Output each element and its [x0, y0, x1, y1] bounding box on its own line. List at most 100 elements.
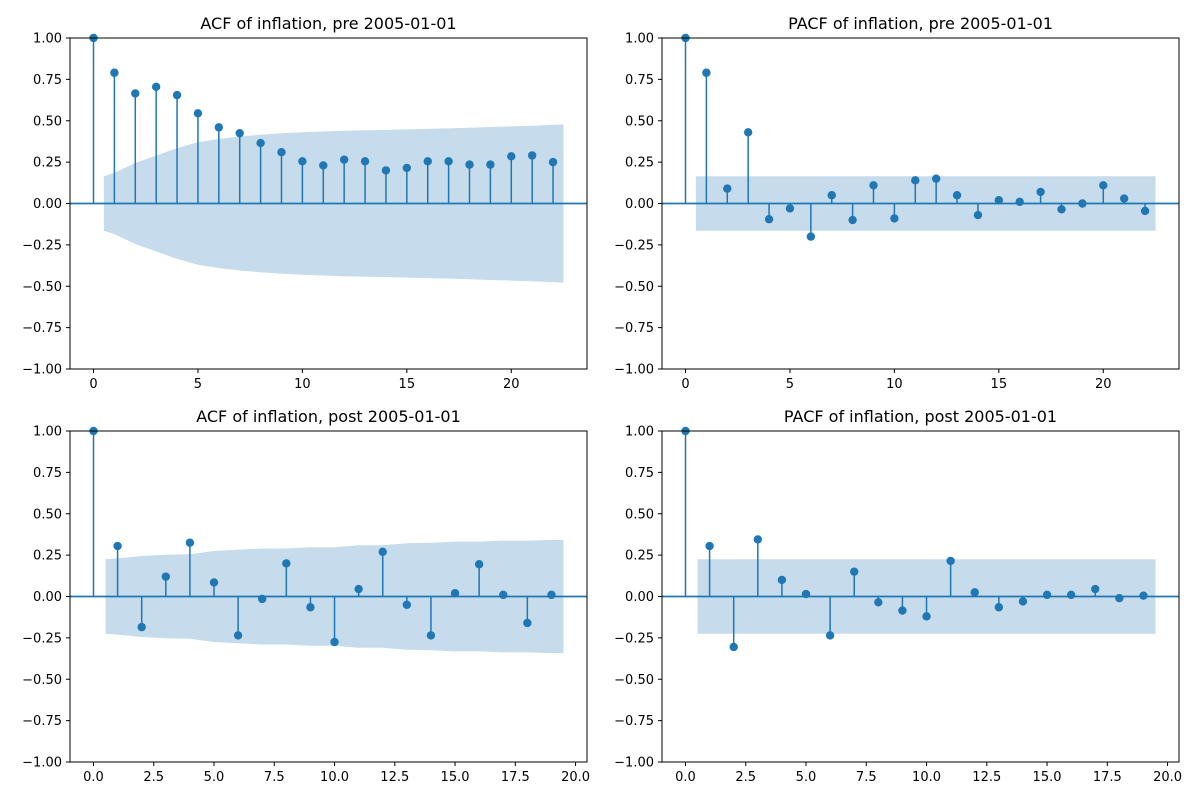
point-lag-19 [1139, 591, 1148, 600]
point-lag-15 [1042, 590, 1052, 600]
point-lag-4 [764, 215, 774, 224]
point-lag-14 [973, 210, 983, 220]
x-tick-label: 10 [886, 377, 903, 392]
x-tick-label: 0 [89, 377, 97, 392]
x-tick-label: 0.0 [675, 770, 696, 785]
y-tick-label: −1.00 [22, 363, 62, 378]
y-tick-label: −0.50 [22, 673, 62, 688]
chart-pacf-pre: −1.00 −0.75 −0.50 −0.25 0.00 0.25 0.50 0.75 1.00… [614, 14, 1180, 392]
point-lag-9 [306, 603, 315, 612]
point-lag-18 [1115, 593, 1124, 603]
point-lag-6 [214, 123, 224, 132]
point-lag-7 [850, 567, 859, 576]
y-tick-label: −0.50 [614, 673, 654, 688]
point-lag-19 [486, 160, 495, 169]
x-tick-label: 20 [503, 377, 520, 392]
y-tick-label: 0.00 [33, 197, 62, 212]
point-lag-1 [702, 68, 711, 77]
x-tick-label: 20.0 [561, 770, 590, 785]
point-lag-5 [785, 204, 795, 213]
point-lag-4 [185, 538, 195, 547]
point-lag-10 [298, 157, 307, 166]
point-lag-2 [723, 184, 732, 193]
point-lag-20 [507, 152, 516, 161]
plot-area [662, 38, 1179, 237]
point-lag-3 [753, 535, 763, 544]
y-tick-label: 0.75 [33, 73, 62, 88]
point-lag-10 [330, 637, 339, 647]
chart-pacf-post: −1.00 −0.75 −0.50 −0.25 0.00 0.25 0.50 0.75 1.00… [614, 407, 1182, 785]
x-tick-label: 15 [991, 377, 1008, 392]
point-lag-5 [209, 578, 219, 587]
point-lag-12 [339, 155, 349, 164]
x-tick-label: 10.0 [320, 770, 349, 785]
point-lag-16 [423, 157, 432, 166]
point-lag-16 [474, 560, 484, 569]
chart-title: PACF of inflation, post 2005-01-01 [784, 407, 1057, 426]
y-tick-label: 0.00 [625, 197, 654, 212]
point-lag-11 [911, 176, 920, 185]
point-lag-1 [110, 68, 119, 77]
point-lag-9 [277, 147, 286, 157]
point-lag-20 [1099, 181, 1108, 190]
x-tick-label: 12.5 [972, 770, 1001, 785]
plot-area [70, 431, 587, 654]
y-tick-label: −0.50 [22, 280, 62, 295]
chart-title: ACF of inflation, pre 2005-01-01 [200, 14, 456, 33]
point-lag-14 [1018, 597, 1028, 606]
y-tick-label: 0.50 [33, 114, 62, 129]
x-tick-label: 5.0 [796, 770, 817, 785]
y-tick-label: −0.50 [614, 280, 654, 295]
point-lag-8 [256, 138, 265, 148]
x-tick-label: 17.5 [1093, 770, 1122, 785]
y-tick-label: 1.00 [33, 425, 62, 440]
point-lag-7 [235, 128, 244, 138]
x-tick-label: 2.5 [735, 770, 756, 785]
point-lag-8 [874, 598, 883, 607]
x-tick-label: 5 [786, 377, 794, 392]
point-lag-17 [1036, 187, 1045, 197]
point-lag-19 [547, 590, 556, 600]
point-lag-11 [946, 556, 955, 566]
y-tick-label: 0.00 [625, 590, 654, 605]
y-tick-label: 0.25 [33, 549, 62, 564]
y-tick-label: −1.00 [614, 363, 654, 378]
x-tick-label: 20.0 [1153, 770, 1182, 785]
x-tick-label: 20 [1095, 377, 1112, 392]
y-tick-label: 0.50 [33, 507, 62, 522]
y-tick-label: −1.00 [614, 756, 654, 771]
x-tick-label: 10 [294, 377, 311, 392]
x-tick-label: 7.5 [856, 770, 877, 785]
x-tick-label: 5.0 [204, 770, 225, 785]
y-tick-label: −0.25 [614, 238, 654, 253]
y-tick-label: 1.00 [625, 32, 654, 47]
point-lag-18 [1057, 205, 1066, 214]
point-lag-7 [258, 594, 267, 604]
point-lag-18 [465, 160, 474, 169]
point-lag-22 [548, 157, 558, 167]
point-lag-17 [444, 157, 453, 166]
point-lag-2 [729, 642, 738, 652]
point-lag-7 [827, 191, 836, 200]
y-tick-label: −0.75 [22, 714, 62, 729]
chart-acf-pre: −1.00 −0.75 −0.50 −0.25 0.00 0.25 0.50 0.75 1.00… [22, 14, 588, 392]
y-tick-label: −0.25 [22, 238, 62, 253]
point-lag-3 [151, 82, 161, 92]
y-tick-label: 0.75 [625, 466, 654, 481]
point-lag-11 [319, 161, 328, 170]
y-tick-label: 0.00 [33, 590, 62, 605]
point-lag-6 [233, 631, 243, 640]
point-lag-6 [806, 232, 816, 241]
x-tick-label: 15.0 [1033, 770, 1062, 785]
y-tick-label: 0.50 [625, 114, 654, 129]
point-lag-5 [801, 589, 811, 599]
point-lag-14 [381, 166, 391, 175]
point-lag-1 [113, 541, 122, 551]
x-tick-label: 10.0 [912, 770, 941, 785]
y-tick-label: −0.75 [22, 321, 62, 336]
point-lag-8 [282, 559, 291, 568]
point-lag-2 [137, 622, 146, 632]
y-tick-label: −0.25 [614, 631, 654, 646]
plot-area [70, 38, 587, 283]
